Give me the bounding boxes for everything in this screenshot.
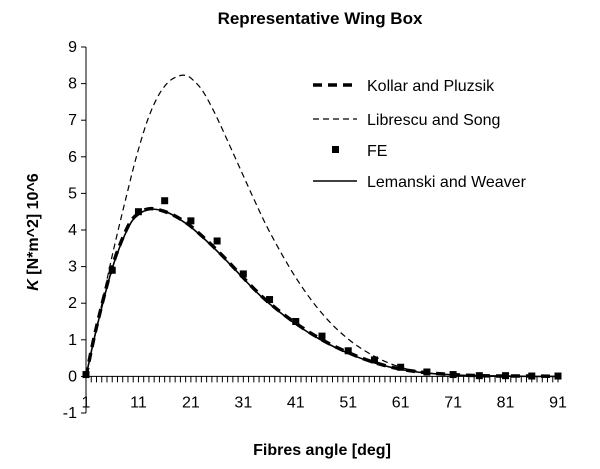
x-tick-label: 61 <box>392 394 410 411</box>
fe-point <box>82 371 90 379</box>
legend-item-kollar-and-pluzsik: Kollar and Pluzsik <box>313 78 495 95</box>
fe-point <box>502 372 510 380</box>
x-tick-label: 81 <box>497 394 515 411</box>
y-tick-label: 3 <box>68 259 77 276</box>
x-tick-label: 1 <box>82 394 91 411</box>
fe-point <box>108 266 116 274</box>
y-tick-label: 7 <box>68 112 77 129</box>
fe-point <box>187 217 195 225</box>
fe-point <box>344 347 352 355</box>
x-axis-label: Fibres angle [deg] <box>253 442 391 459</box>
x-tick-label: 91 <box>549 394 567 411</box>
y-tick-label: 2 <box>68 295 77 312</box>
y-tick-label: 5 <box>68 185 77 202</box>
y-axis-label: K [N*m^2] 10^6 <box>25 173 42 291</box>
series-kollar-and-pluzsik <box>84 206 559 379</box>
x-tick-label: 51 <box>339 394 357 411</box>
series-line-kollar-and-pluzsik <box>84 206 559 379</box>
fe-point <box>554 372 562 380</box>
y-tick-label: 6 <box>68 149 77 166</box>
x-tick-label: 11 <box>130 394 147 411</box>
series-line-lemanski-and-weaver <box>85 208 559 378</box>
fe-point <box>397 363 405 371</box>
fe-point <box>528 372 536 380</box>
x-tick-label: 31 <box>234 394 252 411</box>
legend-label: Librescu and Song <box>367 112 500 129</box>
series-line-librescu-and-song <box>85 74 558 378</box>
y-tick-label: 1 <box>68 332 77 349</box>
x-tick-label: 71 <box>444 394 462 411</box>
legend-item-lemanski-and-weaver: Lemanski and Weaver <box>313 174 527 191</box>
series-librescu-and-song <box>85 74 558 378</box>
legend-label: Lemanski and Weaver <box>367 174 527 191</box>
x-tick-label: 21 <box>182 394 200 411</box>
fe-point <box>161 197 169 205</box>
legend-label: FE <box>367 143 387 160</box>
x-tick-label: 41 <box>287 394 305 411</box>
fe-point <box>449 371 457 379</box>
legend-label: Kollar and Pluzsik <box>367 78 495 95</box>
fe-point <box>318 332 326 340</box>
series-layer <box>82 74 562 380</box>
y-tick-label: -1 <box>63 405 77 422</box>
y-tick-label: 8 <box>68 76 77 93</box>
y-axis-label-units: [N*m^2] 10^6 <box>25 173 42 279</box>
legend-swatch <box>332 146 339 153</box>
fe-point <box>134 208 142 216</box>
y-tick-label: 9 <box>68 39 77 56</box>
legend: Kollar and Pluzsik Librescu and Song FE Lem… <box>313 78 527 191</box>
fe-point <box>370 356 378 364</box>
y-tick-label: 0 <box>68 368 77 385</box>
fe-point <box>292 318 300 325</box>
fe-point <box>213 237 221 245</box>
fe-point <box>239 270 247 278</box>
y-axis-label-symbol: K <box>25 278 42 291</box>
legend-item-fe: FE <box>332 143 387 160</box>
chart-title: Representative Wing Box <box>218 9 423 28</box>
legend-item-librescu-and-song: Librescu and Song <box>313 112 500 129</box>
y-tick-label: 4 <box>68 222 77 239</box>
fe-point <box>475 372 483 380</box>
fe-point <box>423 368 431 376</box>
fe-point <box>266 296 274 304</box>
series-fe <box>82 197 562 380</box>
series-lemanski-and-weaver <box>85 208 559 378</box>
